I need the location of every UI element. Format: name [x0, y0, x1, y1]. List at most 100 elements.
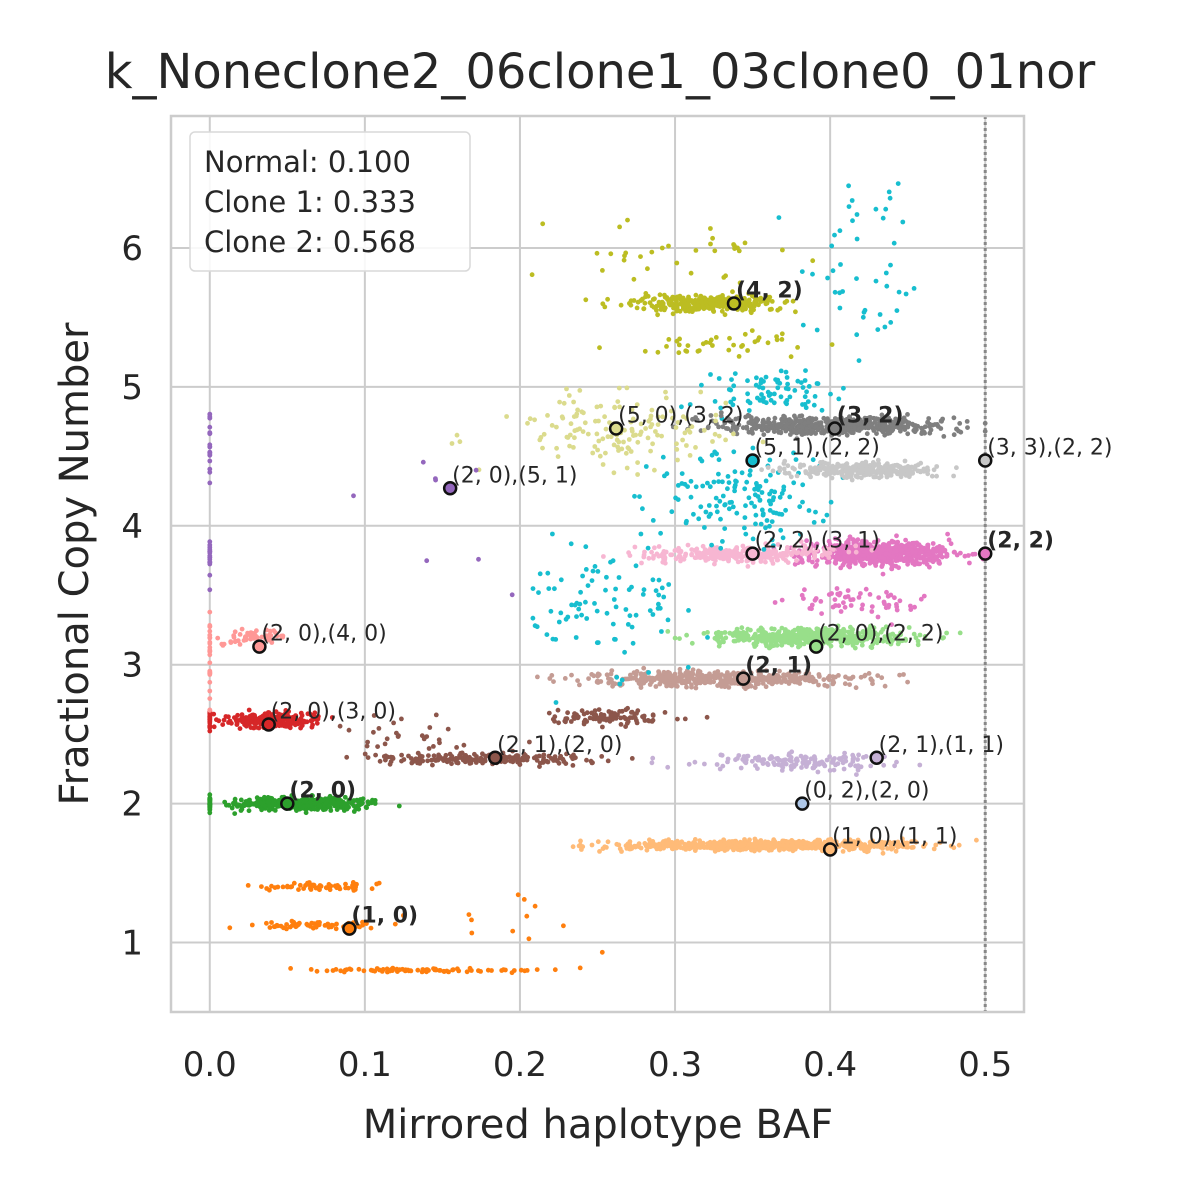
data-point	[887, 431, 892, 436]
data-point	[634, 613, 639, 618]
data-point	[546, 586, 551, 591]
data-point	[799, 380, 804, 385]
data-point	[630, 625, 635, 630]
data-point	[868, 561, 873, 566]
data-point	[740, 470, 745, 475]
data-point	[691, 667, 696, 672]
data-point	[207, 624, 212, 629]
data-point	[245, 720, 250, 725]
data-point	[668, 683, 673, 688]
data-point	[781, 416, 786, 421]
data-point	[868, 466, 873, 471]
data-point	[454, 745, 459, 750]
data-point	[294, 924, 299, 929]
data-point	[888, 320, 893, 325]
data-point	[859, 675, 864, 680]
data-point	[912, 286, 917, 291]
data-point	[775, 643, 780, 648]
data-point	[819, 420, 824, 425]
data-point	[634, 563, 639, 568]
data-point	[803, 394, 808, 399]
data-point	[860, 563, 865, 568]
data-point	[875, 327, 880, 332]
data-point	[775, 554, 780, 559]
data-point	[578, 590, 583, 595]
data-point	[772, 429, 777, 434]
data-point	[571, 763, 576, 768]
data-point	[711, 557, 716, 562]
data-point	[602, 713, 607, 718]
data-point	[745, 378, 750, 383]
data-point	[569, 673, 574, 678]
data-point	[910, 550, 915, 555]
data-point	[883, 325, 888, 330]
data-point	[905, 680, 910, 685]
data-point	[795, 680, 800, 685]
data-point	[207, 629, 212, 634]
data-point	[792, 637, 797, 642]
data-point	[717, 457, 722, 462]
data-point	[860, 607, 865, 612]
data-point	[589, 672, 594, 677]
data-point	[705, 715, 710, 720]
data-point	[839, 609, 844, 614]
data-point	[620, 678, 625, 683]
data-point	[662, 549, 667, 554]
data-point	[613, 681, 618, 686]
data-point	[344, 755, 349, 760]
data-point	[609, 672, 614, 677]
data-point	[833, 290, 838, 295]
data-point	[808, 465, 813, 470]
data-point	[328, 808, 333, 813]
data-point	[641, 715, 646, 720]
data-point	[945, 532, 950, 537]
data-point	[631, 641, 636, 646]
data-point	[710, 439, 715, 444]
data-point	[598, 679, 603, 684]
data-point	[835, 592, 840, 597]
data-point	[814, 679, 819, 684]
data-point	[366, 802, 371, 807]
data-point	[708, 512, 713, 517]
data-point	[612, 597, 617, 602]
data-point	[843, 429, 848, 434]
data-point	[714, 451, 719, 456]
data-point	[207, 641, 212, 646]
data-point	[535, 758, 540, 763]
data-point	[446, 758, 451, 763]
data-point	[983, 421, 988, 426]
data-point	[575, 678, 580, 683]
data-point	[801, 323, 806, 328]
data-point	[396, 733, 401, 738]
data-point	[783, 400, 788, 405]
data-point	[512, 968, 517, 973]
data-point	[560, 414, 565, 419]
data-point	[903, 459, 908, 464]
data-point	[600, 725, 605, 730]
data-point	[310, 725, 315, 730]
data-point	[522, 897, 527, 902]
data-point	[273, 924, 278, 929]
data-point	[541, 758, 546, 763]
data-point	[676, 554, 681, 559]
data-point	[870, 604, 875, 609]
data-point	[658, 292, 663, 297]
data-point	[233, 639, 238, 644]
data-point	[782, 467, 787, 472]
data-point	[945, 554, 950, 559]
data-point	[580, 574, 585, 579]
data-point	[675, 717, 680, 722]
data-point	[894, 469, 899, 474]
data-point	[897, 290, 902, 295]
data-point	[467, 912, 472, 917]
data-point	[455, 756, 460, 761]
data-point	[347, 967, 352, 972]
data-point	[777, 468, 782, 473]
data-point	[593, 564, 598, 569]
data-point	[631, 676, 636, 681]
data-point	[927, 565, 932, 570]
data-point	[596, 569, 601, 574]
data-point	[851, 430, 856, 435]
data-point	[803, 402, 808, 407]
data-point	[658, 531, 663, 536]
